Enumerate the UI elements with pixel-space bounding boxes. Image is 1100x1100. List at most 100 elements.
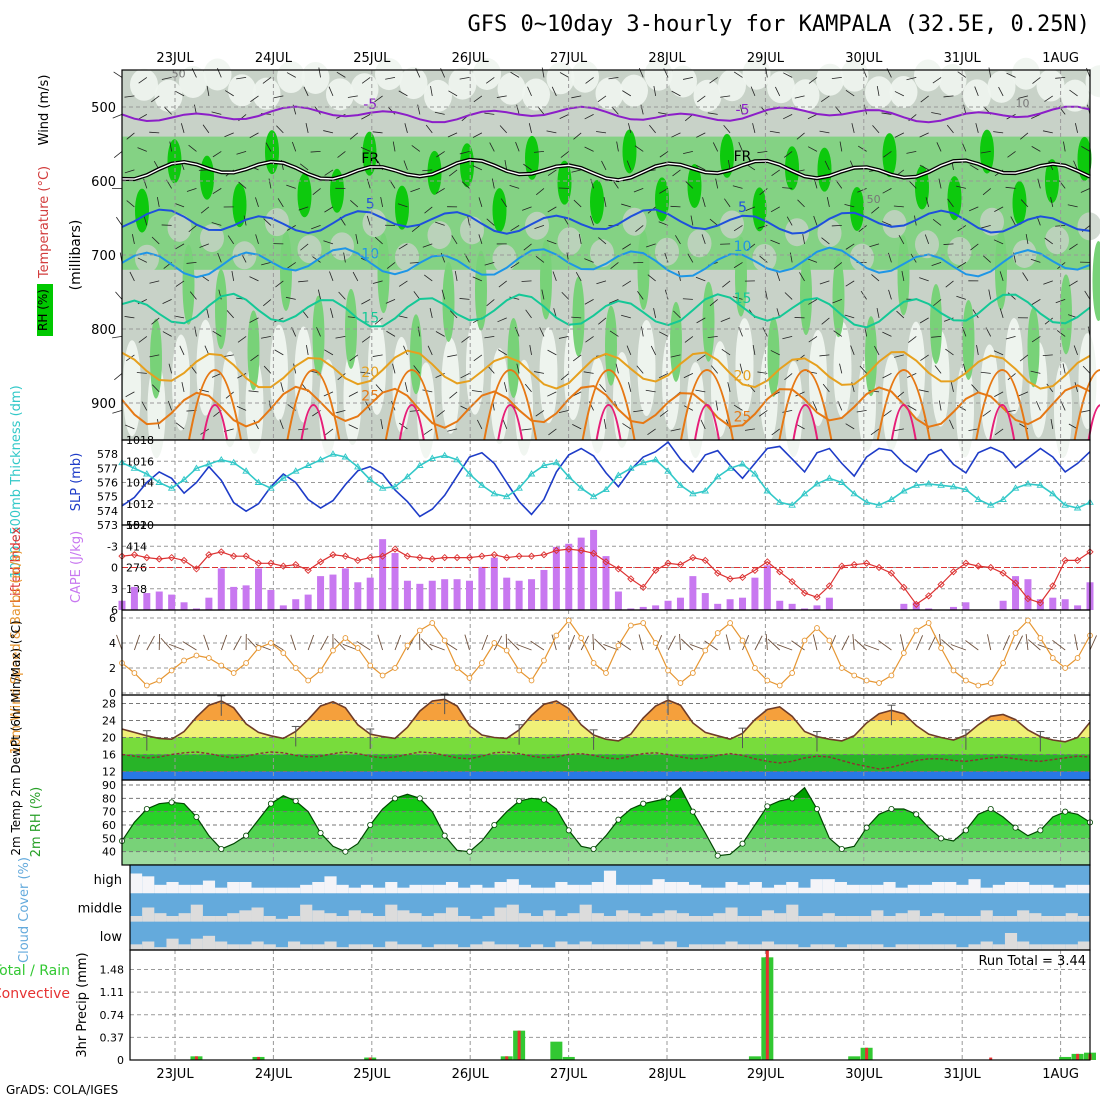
- rh-contour-label: 50: [172, 67, 186, 80]
- rh2m-point: [640, 800, 647, 807]
- lifted-index-point: [974, 562, 982, 570]
- wind10-barb: [679, 634, 681, 651]
- upper-wind-barb: [775, 86, 781, 97]
- upper-wind-barb: [622, 280, 632, 287]
- upper-wind-barb: [324, 428, 334, 436]
- upper-wind-barb: [212, 188, 222, 195]
- lifted-index-point: [490, 551, 498, 559]
- cloud-cell: [421, 893, 435, 922]
- upper-wind-barb: [870, 428, 880, 436]
- upper-wind-barb: [701, 234, 706, 245]
- upper-wind-barb: [113, 71, 123, 78]
- upper-wind-barb: [982, 410, 991, 417]
- upper-wind-barb: [727, 382, 731, 392]
- lifted-index-point: [999, 569, 1007, 577]
- cloud-clear-cell: [1004, 882, 1018, 894]
- lifted-index-point: [825, 582, 834, 590]
- cloud-cell: [506, 921, 520, 950]
- date-label-top: 1AUG: [1042, 51, 1079, 66]
- thickness-point: [217, 455, 226, 463]
- upper-wind-barb: [993, 131, 1004, 134]
- wind10-axis-label: 10m Wind Speed & Barbs (m/s): [9, 550, 24, 755]
- upper-wind-barb: [759, 188, 768, 196]
- lifted-index-point: [751, 566, 759, 574]
- upper-wind-barb: [1073, 345, 1078, 356]
- upper-wind-barb: [125, 391, 135, 398]
- cloud-clear-cell: [336, 916, 350, 922]
- upper-wind-barb: [335, 410, 346, 414]
- cape-bar: [664, 600, 672, 610]
- upper-wind-barb: [180, 123, 185, 134]
- upper-wind-barb: [467, 215, 470, 226]
- temp-tick-label: 28: [102, 698, 116, 711]
- upper-wind-barb: [1006, 72, 1016, 78]
- thickness-point: [229, 458, 238, 466]
- thickness-point: [453, 455, 461, 463]
- upper-wind-barb: [700, 419, 706, 430]
- upper-wind-barb: [1050, 197, 1054, 207]
- cloud-clear-cell: [555, 882, 568, 894]
- thickness-point: [924, 480, 933, 487]
- cloud-clear-cell: [798, 887, 812, 894]
- wind10-tick-label: 6: [109, 612, 116, 625]
- upper-wind-barb: [685, 181, 694, 189]
- upper-wind-barb: [435, 331, 445, 337]
- upper-wind-barb: [599, 384, 607, 393]
- upper-wind-barb: [552, 271, 557, 282]
- rh-mid-patch: [297, 235, 322, 264]
- upper-wind-barb: [628, 123, 632, 133]
- upper-wind-barb: [1035, 401, 1041, 411]
- cape-bar: [813, 605, 821, 610]
- wind10-point: [230, 670, 237, 676]
- pressure-axis-label: (millibars): [68, 220, 84, 291]
- upper-wind-barb: [306, 344, 309, 355]
- thickness-point: [378, 484, 387, 491]
- upper-wind-barb: [794, 95, 805, 99]
- upper-wind-barb: [285, 296, 296, 300]
- wind10-barb: [1015, 635, 1023, 651]
- thickness-point: [825, 474, 834, 481]
- lifted-axis-label: Lifted Index: [9, 526, 24, 603]
- upper-wind-barb: [758, 410, 768, 417]
- upper-wind-barb: [739, 104, 743, 115]
- upper-wind-barb: [448, 90, 458, 97]
- wind10-point: [578, 635, 585, 641]
- upper-wind-barb: [585, 77, 594, 84]
- upper-wind-barb: [448, 169, 458, 177]
- upper-wind-barb: [839, 141, 843, 152]
- cape-bar: [490, 557, 498, 610]
- upper-wind-barb: [1056, 330, 1066, 337]
- precip-tick-label: 1.48: [100, 964, 125, 977]
- upper-wind-barb: [168, 363, 173, 374]
- cloud-clear-cell: [1041, 916, 1055, 922]
- lifted-index-point: [168, 553, 176, 562]
- cloud-clear-cell: [579, 884, 593, 894]
- cloud-clear-cell: [275, 887, 289, 894]
- upper-wind-barb: [833, 262, 843, 270]
- upper-wind-barb: [487, 365, 495, 374]
- thickness-point: [689, 489, 697, 497]
- upper-wind-barb: [516, 104, 520, 115]
- cloud-clear-cell: [810, 916, 824, 922]
- upper-wind-barb: [131, 234, 135, 244]
- upper-wind-barb: [796, 132, 805, 140]
- wind10-barb: [377, 634, 384, 651]
- upper-wind-barb: [374, 236, 383, 245]
- upper-wind-barb: [276, 125, 284, 134]
- upper-wind-barb: [943, 243, 954, 245]
- wind10-point: [181, 657, 187, 664]
- upper-wind-barb: [348, 391, 358, 397]
- upper-wind-barb: [486, 77, 495, 84]
- rh-moist-patch: [442, 261, 455, 342]
- cape-bar: [540, 569, 548, 610]
- wind10-barb: [493, 635, 503, 651]
- upper-wind-barb: [461, 181, 470, 189]
- cloud-clear-cell: [944, 916, 957, 922]
- rh-dry-patch: [833, 321, 852, 418]
- cloud-cell: [944, 921, 957, 950]
- rh-moist-patch: [897, 235, 910, 316]
- wind10-barb: [1002, 635, 1011, 651]
- upper-wind-barb: [186, 262, 197, 264]
- upper-wind-barb: [521, 428, 532, 431]
